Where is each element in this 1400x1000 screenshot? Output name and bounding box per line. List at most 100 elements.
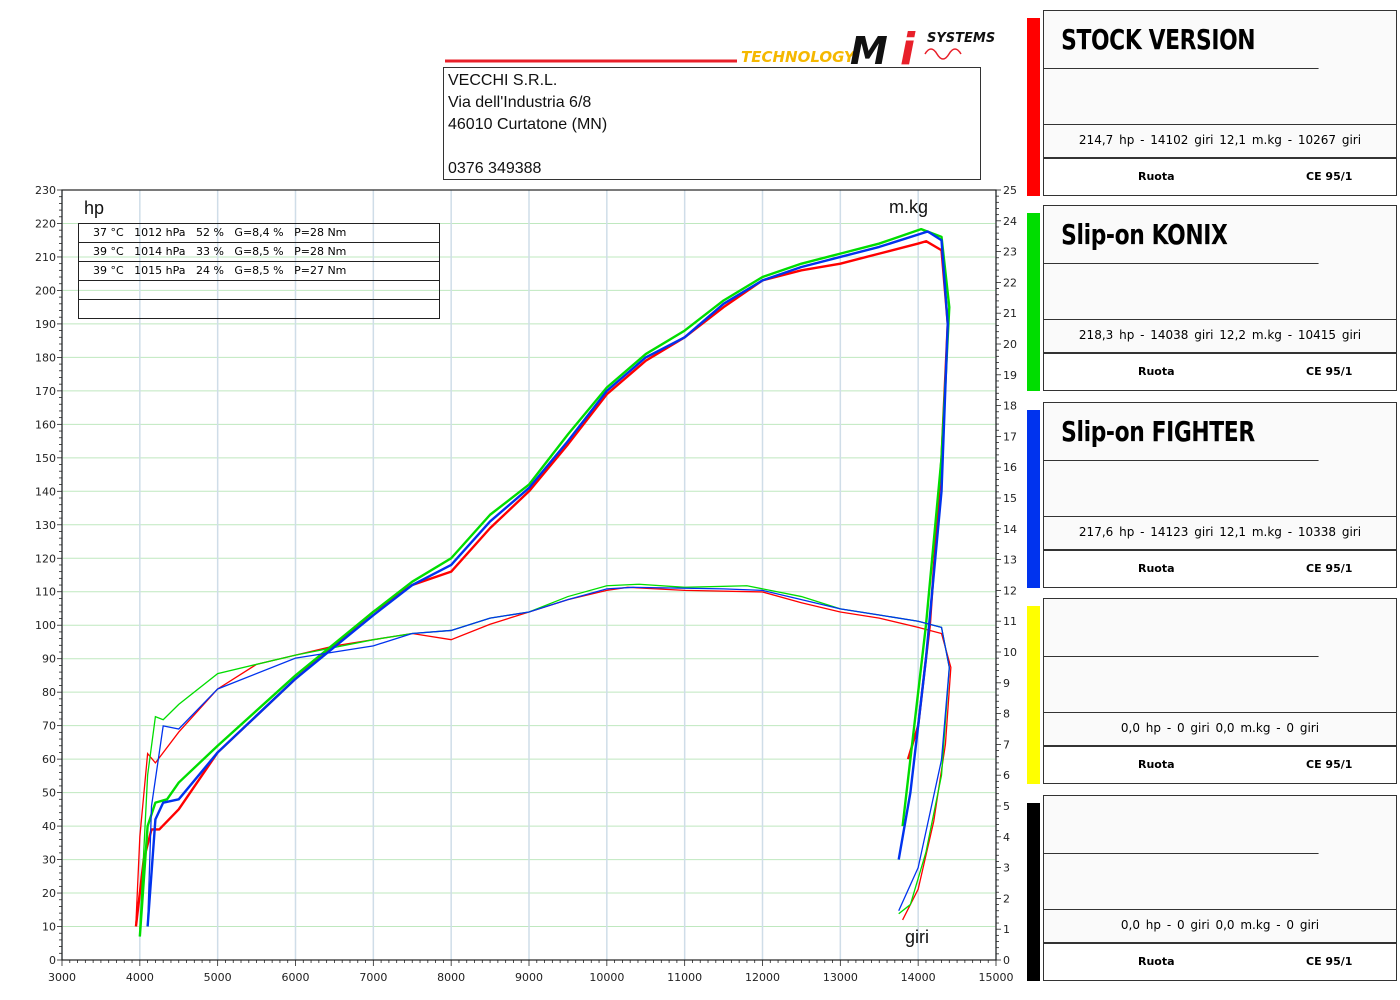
y-tick-label: 140 — [35, 485, 56, 498]
legend-color-bar — [1027, 18, 1040, 196]
y2-tick-label: 24 — [1003, 215, 1017, 228]
conditions-row — [79, 300, 439, 318]
y-tick-label: 110 — [35, 586, 56, 599]
svg-text:M: M — [850, 29, 888, 68]
legend-standard: CE 95/1 — [1306, 365, 1353, 378]
y-tick-label: 130 — [35, 519, 56, 532]
legend-standard: CE 95/1 — [1306, 955, 1353, 968]
legend-footer: Ruota CE 95/1 — [1044, 159, 1396, 195]
legend-wheel: Ruota — [1138, 562, 1175, 575]
power-curve — [138, 227, 951, 937]
y-tick-label: 220 — [35, 217, 56, 230]
test-conditions-table: 37 °C 1012 hPa 52 % G=8,4 % P=28 Nm 39 °… — [78, 223, 440, 319]
y-tick-label: 0 — [49, 954, 56, 967]
y-tick-label: 70 — [42, 720, 56, 733]
torque-curve — [135, 586, 952, 924]
y2-tick-label: 8 — [1003, 708, 1010, 721]
svg-text:SYSTEMS: SYSTEMS — [927, 31, 995, 46]
legend-color-bar — [1027, 410, 1040, 588]
legend-wheel: Ruota — [1138, 758, 1175, 771]
y-tick-label: 190 — [35, 318, 56, 331]
legend-panel: STOCK VERSION 214,7 hp - 14102 giri 12,1… — [1043, 10, 1397, 196]
y2-tick-label: 14 — [1003, 523, 1017, 536]
y-tick-label: 50 — [42, 787, 56, 800]
x-tick-label: 10000 — [589, 971, 624, 984]
address-box: VECCHI S.R.L. Via dell'Industria 6/8 460… — [443, 67, 981, 180]
city: 46010 Curtatone (MN) — [448, 116, 608, 133]
conditions-row — [79, 281, 439, 300]
legend-peak-values: 214,7 hp - 14102 giri 12,1 m.kg - 10267 … — [1044, 125, 1396, 159]
x-tick-label: 9000 — [515, 971, 543, 984]
y-tick-label: 60 — [42, 753, 56, 766]
svg-text:i: i — [900, 24, 916, 68]
street: Via dell'Industria 6/8 — [448, 94, 592, 111]
conditions-row: 39 °C 1015 hPa 24 % G=8,5 % P=27 Nm — [79, 262, 439, 281]
y-tick-label: 120 — [35, 552, 56, 565]
svg-text:TECHNOLOGY: TECHNOLOGY — [741, 48, 857, 66]
y2-tick-label: 22 — [1003, 276, 1017, 289]
legend-panel: Slip-on FIGHTER 217,6 hp - 14123 giri 12… — [1043, 402, 1397, 588]
legend-standard: CE 95/1 — [1306, 758, 1353, 771]
legend-peak-values: 217,6 hp - 14123 giri 12,1 m.kg - 10338 … — [1044, 517, 1396, 551]
legend-panel: 0,0 hp - 0 giri 0,0 m.kg - 0 giri Ruota C… — [1043, 598, 1397, 784]
legend-peak-values: 218,3 hp - 14038 giri 12,2 m.kg - 10415 … — [1044, 320, 1396, 354]
y2-tick-label: 12 — [1003, 584, 1017, 597]
legend-blank — [1044, 264, 1396, 320]
y2-tick-label: 23 — [1003, 246, 1017, 259]
y2-tick-label: 2 — [1003, 892, 1010, 905]
legend-wheel: Ruota — [1138, 365, 1175, 378]
y2-tick-label: 25 — [1003, 184, 1017, 197]
y2-tick-label: 3 — [1003, 862, 1010, 875]
legend-standard: CE 95/1 — [1306, 170, 1353, 183]
y-tick-label: 30 — [42, 854, 56, 867]
y2-tick-label: 10 — [1003, 646, 1017, 659]
legend-wheel: Ruota — [1138, 170, 1175, 183]
y2-tick-label: 19 — [1003, 369, 1017, 382]
y-tick-label: 20 — [42, 887, 56, 900]
power-curve — [146, 230, 949, 927]
legend-blank — [1044, 854, 1396, 910]
y-tick-label: 160 — [35, 418, 56, 431]
y2-tick-label: 1 — [1003, 923, 1010, 936]
x-tick-label: 14000 — [901, 971, 936, 984]
y2-tick-label: 15 — [1003, 492, 1017, 505]
power-curve — [134, 240, 949, 927]
legend-footer: Ruota CE 95/1 — [1044, 944, 1396, 980]
x-tick-label: 4000 — [126, 971, 154, 984]
legend-title: Slip-on KONIX — [1044, 206, 1319, 264]
y2-tick-label: 21 — [1003, 307, 1017, 320]
legend-wheel: Ruota — [1138, 955, 1175, 968]
legend-peak-values: 0,0 hp - 0 giri 0,0 m.kg - 0 giri — [1044, 910, 1396, 944]
x-tick-label: 3000 — [48, 971, 76, 984]
legend-color-bar — [1027, 803, 1040, 981]
y2-tick-label: 17 — [1003, 430, 1017, 443]
x-tick-label: 12000 — [745, 971, 780, 984]
y2-tick-label: 5 — [1003, 800, 1010, 813]
y-tick-label: 170 — [35, 385, 56, 398]
y-tick-label: 100 — [35, 619, 56, 632]
legend-title — [1044, 599, 1319, 657]
y-tick-label: 230 — [35, 184, 56, 197]
y2-tick-label: 9 — [1003, 677, 1010, 690]
y2-tick-label: 13 — [1003, 554, 1017, 567]
mi-systems-logo: TECHNOLOGY M i SYSTEMS — [445, 24, 995, 68]
legend-blank — [1044, 69, 1396, 125]
x-tick-label: 15000 — [979, 971, 1014, 984]
y2-tick-label: 16 — [1003, 461, 1017, 474]
y2-tick-label: 18 — [1003, 400, 1017, 413]
y-tick-label: 40 — [42, 820, 56, 833]
phone: 0376 349388 — [448, 160, 542, 177]
y-tick-label: 180 — [35, 351, 56, 364]
legend-standard: CE 95/1 — [1306, 562, 1353, 575]
legend-blank — [1044, 461, 1396, 517]
legend-panel: 0,0 hp - 0 giri 0,0 m.kg - 0 giri Ruota C… — [1043, 795, 1397, 981]
y-tick-label: 210 — [35, 251, 56, 264]
legend-title: STOCK VERSION — [1044, 11, 1319, 69]
x-tick-label: 11000 — [667, 971, 702, 984]
x-tick-label: 7000 — [359, 971, 387, 984]
y2-tick-label: 4 — [1003, 831, 1010, 844]
x-axis-label-giri: giri — [905, 927, 930, 947]
y-tick-label: 90 — [42, 653, 56, 666]
legend-footer: Ruota CE 95/1 — [1044, 747, 1396, 783]
torque-curve — [146, 586, 950, 927]
